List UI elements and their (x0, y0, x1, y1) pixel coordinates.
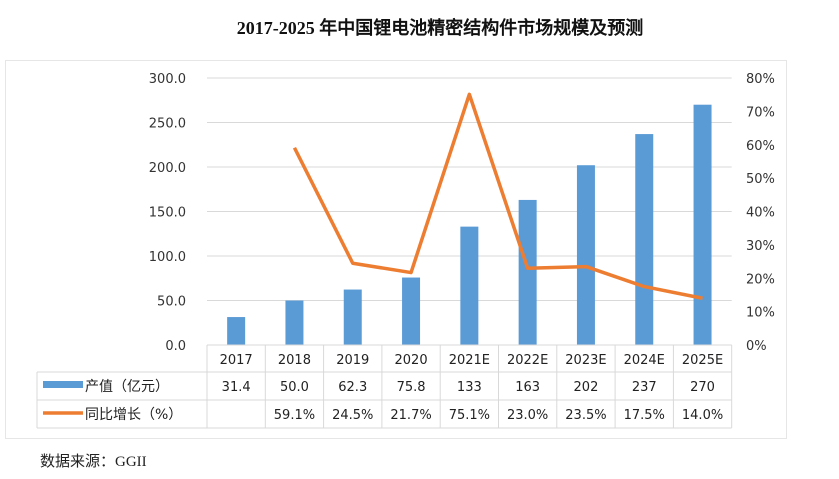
bar (227, 317, 246, 345)
chart-frame (5, 60, 787, 439)
category-label: 2019 (336, 353, 369, 368)
bar (402, 277, 421, 345)
category-label: 2020 (395, 353, 428, 368)
bar-value-label: 50.0 (280, 380, 309, 395)
bar (635, 134, 654, 345)
growth-value-label: 59.1% (274, 408, 315, 423)
left-axis-tick: 50.0 (157, 295, 186, 310)
category-label: 2018 (278, 353, 311, 368)
right-axis-tick: 40% (746, 206, 775, 221)
right-axis-tick: 80% (746, 72, 775, 87)
category-label: 2024E (624, 353, 665, 368)
category-label: 2025E (682, 353, 723, 368)
growth-value-label: 21.7% (390, 408, 431, 423)
left-axis-tick: 250.0 (149, 117, 186, 132)
growth-value-label: 17.5% (624, 408, 665, 423)
bar (285, 300, 304, 345)
right-axis-tick: 0% (746, 339, 767, 354)
left-axis-tick: 0.0 (165, 339, 186, 354)
growth-line (292, 92, 703, 300)
right-axis-tick: 50% (746, 172, 775, 187)
right-axis-tick: 60% (746, 139, 775, 154)
legend-line-label: 同比增长（%） (85, 407, 182, 423)
chart-title: 2017-2025 年中国锂电池精密结构件市场规模及预测 (236, 18, 644, 38)
category-label: 2022E (507, 353, 548, 368)
growth-value-label: 24.5% (332, 408, 373, 423)
legend-bar-label: 产值（亿元） (85, 379, 169, 395)
growth-value-label: 23.0% (507, 408, 548, 423)
bar-value-label: 163 (515, 380, 540, 395)
bar-value-label: 237 (632, 380, 657, 395)
right-axis-tick: 70% (746, 105, 775, 120)
bar (693, 104, 712, 345)
bar-value-label: 133 (457, 380, 482, 395)
category-label: 2021E (449, 353, 490, 368)
source-note: 数据来源：GGII (40, 454, 147, 470)
left-axis-tick: 300.0 (149, 72, 186, 87)
legend-bar-swatch (43, 381, 83, 388)
growth-value-label: 14.0% (682, 408, 723, 423)
bar-value-label: 75.8 (397, 380, 426, 395)
bar (343, 289, 362, 345)
bar-value-label: 202 (574, 380, 599, 395)
growth-value-label: 75.1% (449, 408, 490, 423)
right-axis-tick: 30% (746, 239, 775, 254)
bar (518, 199, 537, 345)
right-axis-tick: 10% (746, 306, 775, 321)
left-axis-tick: 150.0 (149, 206, 186, 221)
growth-value-label: 23.5% (565, 408, 606, 423)
bar (576, 165, 595, 345)
left-axis-tick: 100.0 (149, 250, 186, 265)
category-label: 2017 (220, 353, 253, 368)
bar-value-label: 31.4 (222, 380, 251, 395)
bar-value-label: 62.3 (338, 380, 367, 395)
bar-value-label: 270 (690, 380, 715, 395)
bar (460, 226, 479, 345)
right-axis-tick: 20% (746, 272, 775, 287)
left-axis-tick: 200.0 (149, 161, 186, 176)
category-label: 2023E (565, 353, 606, 368)
